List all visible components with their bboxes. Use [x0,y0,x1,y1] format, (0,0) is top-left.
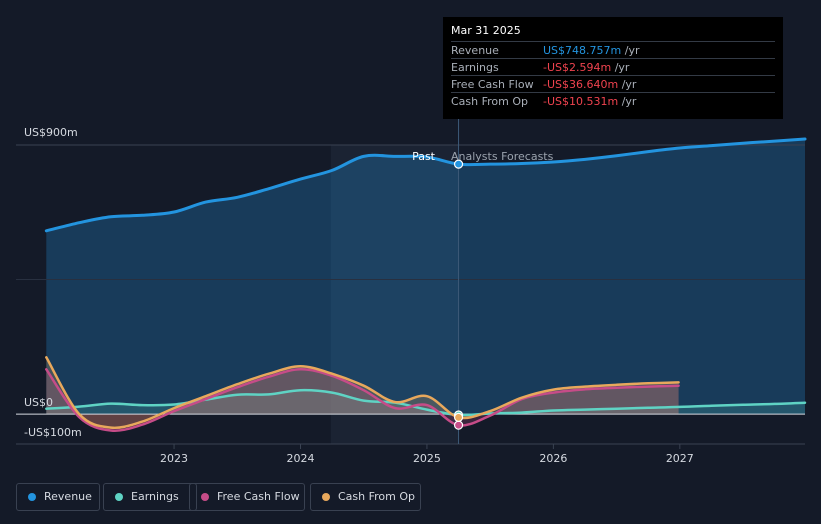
legend-label: Revenue [44,490,92,503]
tooltip-row-revenue: Revenue US$748.757m /yr [451,41,775,59]
x-tick-label-2023: 2023 [160,452,188,465]
tooltip-label: Revenue [451,44,499,57]
tooltip-row-free-cash-flow: Free Cash Flow -US$36.640m /yr [451,75,775,93]
tooltip-value: -US$2.594m /yr [543,61,630,74]
marker-free-cash-flow [453,420,464,430]
legend-item-cash-from-op[interactable]: Cash From Op [310,483,421,511]
legend-label: Cash From Op [338,490,416,503]
tooltip-date: Mar 31 2025 [451,24,521,37]
tooltip-value: -US$36.640m /yr [543,78,637,91]
tooltip-label: Cash From Op [451,95,529,108]
legend-item-free-cash-flow[interactable]: Free Cash Flow [189,483,305,511]
forecast-label: Analysts Forecasts [451,150,554,163]
x-tick-label-2026: 2026 [539,452,567,465]
series-area-cash-from-op [46,357,679,428]
y-label-bottom: -US$100m [24,426,82,439]
tooltip-row-earnings: Earnings -US$2.594m /yr [451,58,775,76]
legend-label: Earnings [131,490,179,503]
x-tick-label-2027: 2027 [666,452,694,465]
legend-dot-icon [115,493,123,501]
tooltip: Mar 31 2025 Revenue US$748.757m /yr Earn… [443,17,783,119]
legend-dot-icon [28,493,36,501]
series-line-revenue [44,137,807,233]
marker-cash-from-op [453,412,464,422]
series-line-cash-from-op [45,356,680,430]
legend-item-revenue[interactable]: Revenue [16,483,100,511]
past-highlight-band [330,145,459,444]
tooltip-row-cash-from-op: Cash From Op -US$10.531m /yr [451,92,775,110]
tooltip-label: Earnings [451,61,499,74]
marker-revenue [453,159,464,169]
past-label: Past [412,150,436,163]
legend-item-earnings[interactable]: Earnings [103,483,197,511]
x-tick-label-2024: 2024 [286,452,314,465]
y-label-top: US$900m [24,126,78,139]
series-line-free-cash-flow [45,368,680,432]
y-label-zero: US$0 [24,396,53,409]
series-area-revenue [46,139,806,415]
legend-label: Free Cash Flow [217,490,300,503]
legend-dot-icon [322,493,330,501]
tooltip-label: Free Cash Flow [451,78,534,91]
tooltip-value: -US$10.531m /yr [543,95,637,108]
legend-dot-icon [201,493,209,501]
tooltip-value: US$748.757m /yr [543,44,640,57]
x-tick-label-2025: 2025 [413,452,441,465]
series-line-earnings [45,388,807,417]
